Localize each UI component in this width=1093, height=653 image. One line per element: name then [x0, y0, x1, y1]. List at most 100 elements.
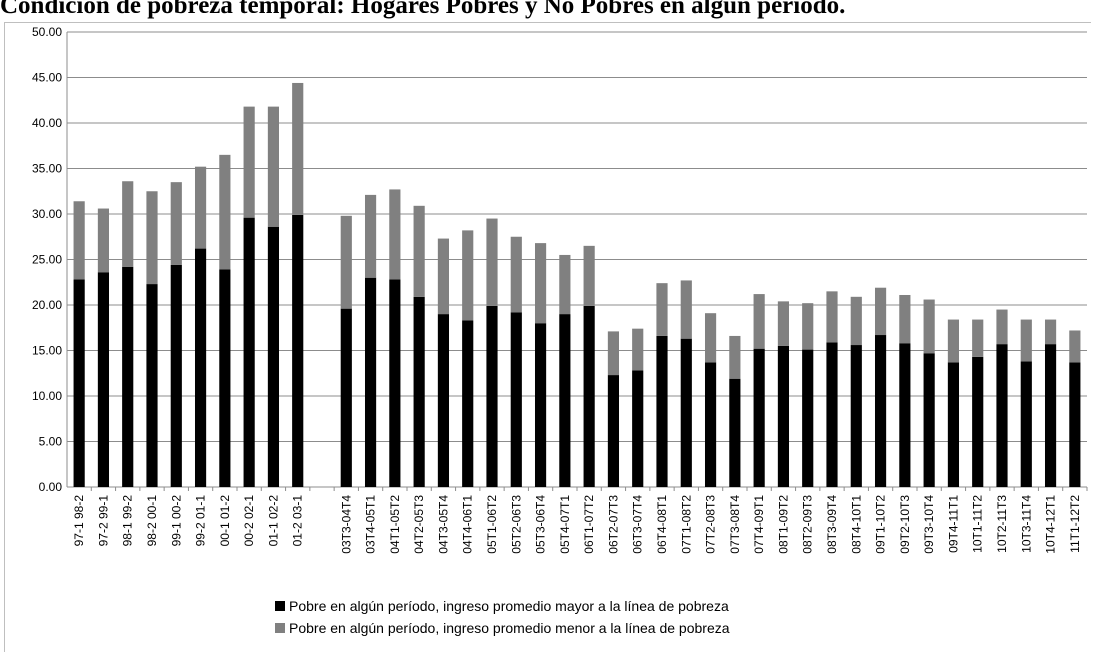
bar-segment-below-line — [850, 296, 862, 346]
x-tick-label: 07T2-08T3 — [704, 495, 718, 554]
y-tick-label: 20.00 — [32, 298, 62, 312]
bar-segment-above-line — [364, 277, 377, 487]
y-tick-label: 25.00 — [32, 253, 62, 267]
bar-segment-below-line — [243, 106, 255, 218]
bar-segment-above-line — [947, 362, 960, 487]
bar-segment-below-line — [122, 181, 134, 267]
bar-segment-above-line — [850, 345, 862, 487]
bar-segment-above-line — [923, 353, 935, 487]
bar-segment-above-line — [462, 320, 474, 487]
bar-segment-above-line — [656, 335, 668, 487]
x-tick-label: 05T2-06T3 — [509, 495, 523, 554]
bar-segment-below-line — [437, 238, 450, 315]
x-tick-label: 00-1 01-2 — [218, 495, 232, 547]
bar-segment-below-line — [146, 191, 158, 285]
y-tick-label: 35.00 — [32, 162, 62, 176]
bar-segment-below-line — [1020, 319, 1032, 362]
x-tick-label: 06T4-08T1 — [655, 495, 669, 554]
bar-segment-above-line — [632, 370, 644, 487]
x-tick-label: 07T4-09T1 — [752, 495, 766, 554]
x-tick-label: 11T1-12T2 — [1068, 495, 1082, 553]
x-tick-label: 03T4-05T1 — [364, 495, 378, 554]
y-tick-label: 40.00 — [32, 116, 62, 130]
bar-segment-below-line — [413, 205, 425, 297]
bar-segment-below-line — [170, 182, 182, 265]
bar-segment-above-line — [170, 264, 182, 487]
legend-swatch-black — [275, 601, 285, 611]
x-tick-label: 09T3-10T4 — [922, 495, 936, 554]
x-tick-label: 09T2-10T3 — [898, 495, 912, 554]
stacked-bar-chart: 0.00 5.00 10.00 15.00 20.00 25.00 30.00 35.00 40… — [32, 25, 1088, 554]
x-tick-label: 04T4-06T1 — [461, 495, 475, 554]
bar-segment-above-line — [146, 284, 158, 487]
bar-segment-above-line — [559, 314, 571, 487]
legend-swatch-gray — [275, 623, 285, 633]
x-tick-label: 00-2 02-1 — [242, 495, 256, 547]
bar-segment-above-line — [243, 217, 255, 487]
bar-segment-above-line — [73, 279, 85, 487]
x-tick-label: 08T2-09T3 — [801, 495, 815, 554]
y-tick-label: 30.00 — [32, 207, 62, 221]
bar-segment-below-line — [194, 166, 207, 249]
bar-segment-above-line — [292, 214, 304, 487]
x-tick-label: 03T3-04T4 — [339, 495, 353, 554]
bar-segment-above-line — [122, 266, 134, 487]
bar-segment-below-line — [559, 254, 571, 315]
x-tick-label: 04T2-05T3 — [412, 495, 426, 554]
x-tick-label: 07T3-08T4 — [728, 495, 742, 554]
bar-segment-above-line — [267, 226, 280, 488]
x-tick-label: 08T1-09T2 — [776, 495, 790, 554]
legend-label-above-line: Pobre en algún período, ingreso promedio… — [289, 598, 729, 614]
x-tick-label: 05T3-06T4 — [534, 495, 548, 554]
bar-segment-above-line — [413, 296, 425, 487]
bar-segment-below-line — [97, 208, 110, 273]
bar-segment-above-line — [510, 312, 522, 487]
bar-segment-above-line — [534, 323, 547, 487]
x-tick-label: 10T1-11T2 — [971, 495, 985, 553]
legend-label-below-line: Pobre en algún período, ingreso promedio… — [289, 620, 730, 636]
bar-segment-below-line — [607, 331, 620, 376]
bar-segment-above-line — [680, 338, 692, 487]
x-tick-label: 01-2 03-1 — [291, 495, 305, 547]
bar-segment-below-line — [899, 294, 911, 344]
x-tick-label: 06T3-07T4 — [631, 495, 645, 554]
bar-segment-above-line — [437, 314, 450, 487]
bar-segment-above-line — [972, 356, 984, 487]
y-tick-label: 45.00 — [32, 71, 62, 85]
chart-frame: 0.00 5.00 10.00 15.00 20.00 25.00 30.00 35.00 40… — [4, 22, 1091, 652]
bar-segment-below-line — [826, 291, 838, 343]
x-tick-label: 06T1-07T2 — [582, 495, 596, 554]
y-tick-label: 10.00 — [32, 389, 62, 403]
x-tick-label: 04T1-05T2 — [388, 495, 402, 554]
bar-segment-below-line — [802, 303, 814, 350]
x-tick-label: 09T4-11T1 — [946, 495, 960, 553]
bar-segment-above-line — [194, 248, 207, 487]
bar-segment-above-line — [874, 335, 887, 487]
bar-segment-above-line — [486, 305, 498, 487]
bar-segment-below-line — [947, 319, 960, 363]
bar-segment-below-line — [73, 201, 85, 280]
bar-segment-below-line — [1069, 330, 1081, 363]
legend-entry-below-line: Pobre en algún período, ingreso promedio… — [275, 620, 730, 636]
bar-segment-above-line — [729, 378, 741, 487]
x-tick-label: 05T4-07T1 — [558, 495, 572, 554]
x-tick-label: 97-1 98-2 — [72, 495, 86, 547]
bar-segment-below-line — [219, 154, 231, 270]
bar-segment-above-line — [1069, 362, 1081, 487]
bar-segment-below-line — [462, 230, 474, 321]
bar-segment-above-line — [389, 279, 401, 487]
bar-segment-below-line — [583, 245, 595, 306]
bar-segment-above-line — [1044, 344, 1057, 487]
x-tick-label: 09T1-10T2 — [874, 495, 888, 554]
x-tick-label: 04T3-05T4 — [436, 495, 450, 554]
x-tick-label: 98-1 99-2 — [121, 495, 135, 547]
bar-segment-below-line — [704, 313, 717, 363]
bar-segment-above-line — [753, 348, 765, 487]
x-tick-label: 01-1 02-2 — [266, 495, 280, 547]
y-tick-label: 5.00 — [39, 435, 63, 449]
bar-segment-above-line — [219, 269, 231, 487]
x-tick-label: 99-1 00-2 — [169, 495, 183, 547]
bar-segment-below-line — [874, 287, 887, 336]
bar-segment-below-line — [753, 294, 765, 349]
bar-segment-below-line — [680, 280, 692, 339]
